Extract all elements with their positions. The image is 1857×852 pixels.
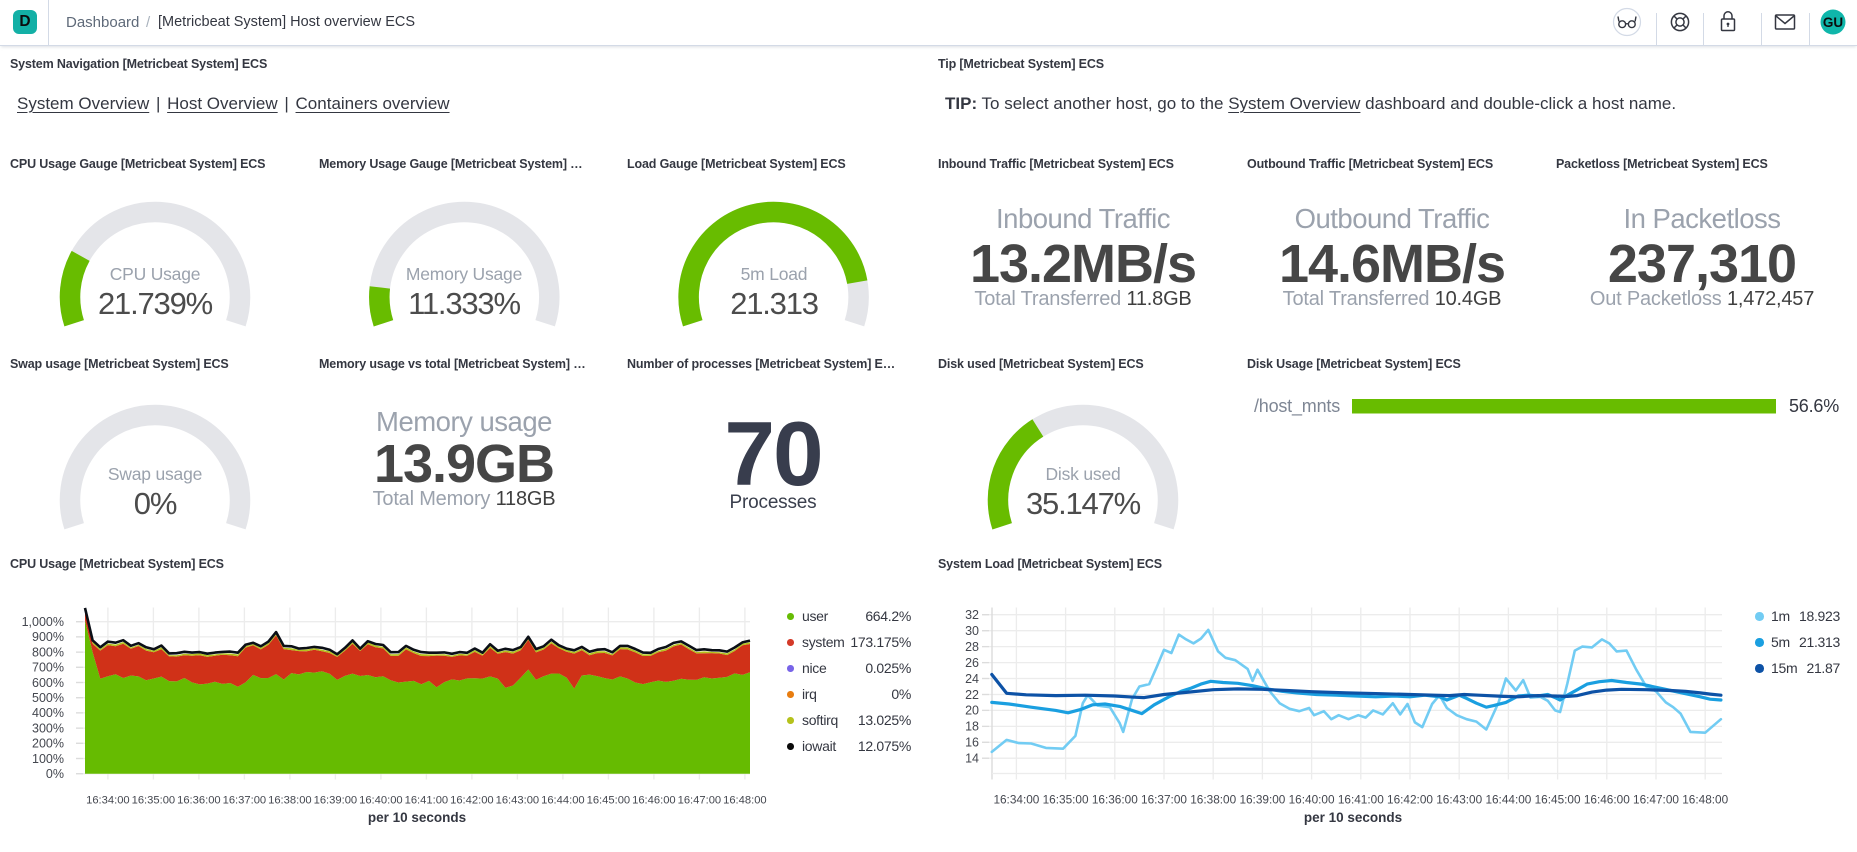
svg-text:16:40:00: 16:40:00 (1289, 793, 1335, 807)
svg-text:16:39:00: 16:39:00 (1239, 793, 1285, 807)
svg-text:16:40:00: 16:40:00 (359, 795, 403, 807)
svg-text:16:47:00: 16:47:00 (678, 795, 722, 807)
svg-text:24: 24 (965, 672, 979, 686)
svg-text:16:37:00: 16:37:00 (223, 795, 267, 807)
svg-text:16:35:00: 16:35:00 (1043, 793, 1089, 807)
svg-text:800%: 800% (32, 645, 64, 659)
svg-text:16:43:00: 16:43:00 (1436, 793, 1482, 807)
svg-text:400%: 400% (32, 706, 64, 720)
svg-text:28: 28 (965, 640, 979, 654)
svg-text:300%: 300% (32, 721, 64, 735)
svg-text:14: 14 (965, 752, 979, 766)
svg-text:16:44:00: 16:44:00 (541, 795, 585, 807)
svg-text:16:41:00: 16:41:00 (1338, 793, 1384, 807)
svg-text:16:38:00: 16:38:00 (268, 795, 312, 807)
svg-text:16:38:00: 16:38:00 (1190, 793, 1236, 807)
svg-text:GU: GU (1823, 15, 1843, 30)
svg-text:16:36:00: 16:36:00 (1092, 793, 1138, 807)
svg-text:16:43:00: 16:43:00 (496, 795, 540, 807)
svg-text:16: 16 (965, 736, 979, 750)
svg-text:16:37:00: 16:37:00 (1141, 793, 1187, 807)
svg-text:16:36:00: 16:36:00 (177, 795, 221, 807)
svg-text:900%: 900% (32, 630, 64, 644)
svg-text:16:35:00: 16:35:00 (132, 795, 176, 807)
svg-text:16:45:00: 16:45:00 (587, 795, 631, 807)
svg-text:30: 30 (965, 624, 979, 638)
svg-text:16:48:00: 16:48:00 (723, 795, 767, 807)
svg-text:16:44:00: 16:44:00 (1485, 793, 1531, 807)
svg-text:16:34:00: 16:34:00 (993, 793, 1039, 807)
svg-text:16:41:00: 16:41:00 (405, 795, 449, 807)
svg-text:16:46:00: 16:46:00 (1584, 793, 1630, 807)
svg-text:600%: 600% (32, 676, 64, 690)
svg-text:32: 32 (965, 608, 979, 622)
svg-text:700%: 700% (32, 661, 64, 675)
svg-text:100%: 100% (32, 752, 64, 766)
svg-text:1,000%: 1,000% (22, 615, 64, 629)
svg-text:16:45:00: 16:45:00 (1535, 793, 1581, 807)
svg-text:20: 20 (965, 704, 979, 718)
svg-text:16:47:00: 16:47:00 (1633, 793, 1679, 807)
svg-text:200%: 200% (32, 737, 64, 751)
svg-text:16:42:00: 16:42:00 (1387, 793, 1433, 807)
svg-text:26: 26 (965, 656, 979, 670)
svg-text:0%: 0% (46, 767, 64, 781)
svg-text:22: 22 (965, 688, 979, 702)
svg-text:16:34:00: 16:34:00 (86, 795, 130, 807)
svg-text:500%: 500% (32, 691, 64, 705)
svg-text:16:39:00: 16:39:00 (314, 795, 358, 807)
svg-text:18: 18 (965, 720, 979, 734)
svg-text:16:48:00: 16:48:00 (1682, 793, 1728, 807)
svg-text:16:46:00: 16:46:00 (632, 795, 676, 807)
svg-text:16:42:00: 16:42:00 (450, 795, 494, 807)
